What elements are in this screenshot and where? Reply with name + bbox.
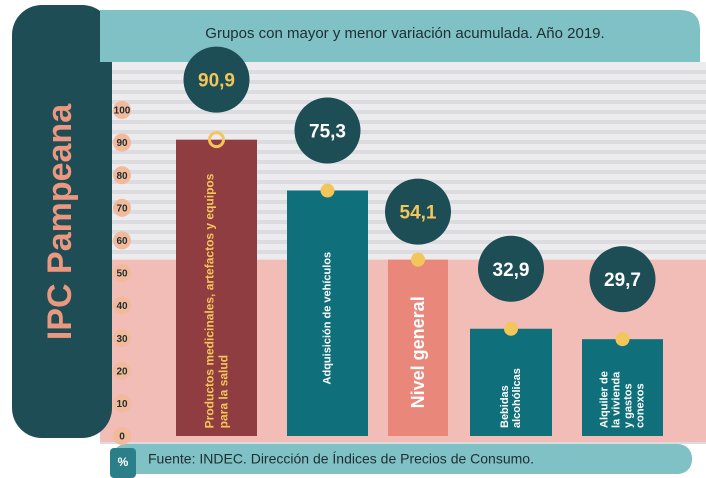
value-label: 90,9 <box>198 71 235 92</box>
value-badge <box>294 97 361 164</box>
tick-dot <box>113 166 131 185</box>
stripe <box>100 180 706 184</box>
y-tick-label: 40 <box>116 301 128 312</box>
y-tick-label: 80 <box>116 171 128 182</box>
value-badge <box>385 178 451 245</box>
value-badge <box>478 235 544 302</box>
bar <box>470 328 552 436</box>
tick-dot <box>113 198 131 217</box>
value-badge <box>183 46 250 113</box>
y-tick-label: 30 <box>116 334 128 345</box>
bar-dot <box>208 131 225 149</box>
stripe <box>100 140 706 144</box>
bar <box>582 339 663 436</box>
category-label: Adquisición de vehículos <box>321 250 334 384</box>
bar <box>287 190 368 436</box>
y-tick-label: 90 <box>116 138 128 149</box>
stripe <box>100 240 706 244</box>
category-label: Bebidas alcohólicas <box>499 368 523 428</box>
y-tick-label: 60 <box>116 236 128 247</box>
tick-dot <box>113 101 131 119</box>
tick-dot <box>113 231 131 250</box>
stripe <box>100 130 706 134</box>
stripe <box>100 250 706 254</box>
source-banner <box>112 444 692 474</box>
tick-dot <box>113 427 131 445</box>
y-tick-label: 0 <box>119 432 125 443</box>
y-tick-label: 10 <box>116 399 128 410</box>
y-tick-label: 50 <box>116 269 128 280</box>
side-title: IPC Pampeana <box>41 103 79 340</box>
bar-dot <box>504 321 518 336</box>
bar-dot <box>320 183 335 198</box>
stripe <box>100 70 706 74</box>
y-tick-label: 100 <box>114 106 131 117</box>
category-label: Productos medicinales, artefactos y equi… <box>202 173 231 428</box>
tick-dot <box>113 264 131 282</box>
stripe <box>100 110 706 114</box>
y-tick-label: 20 <box>116 366 128 377</box>
value-label: 29,7 <box>604 270 641 291</box>
value-label: 54,1 <box>400 203 437 224</box>
bar <box>388 259 448 436</box>
stripe <box>100 120 706 124</box>
stripe <box>100 90 706 94</box>
tick-dot <box>113 133 131 152</box>
y-tick-label: 70 <box>116 203 128 214</box>
bar-dot <box>615 332 630 347</box>
stripe <box>100 150 706 154</box>
bar <box>176 139 257 436</box>
source: Fuente: INDEC. Dirección de Índices de P… <box>148 451 534 467</box>
chart-title: Grupos con mayor y menor variación acumu… <box>205 25 604 42</box>
category-label: Alquiler de la vivienda y gastos conexos <box>598 371 647 428</box>
tick-dot <box>113 329 131 348</box>
value-label: 32,9 <box>493 260 530 281</box>
stripe <box>100 160 706 164</box>
side-panel <box>12 5 112 438</box>
unit-box <box>110 448 136 478</box>
y-axis-label: % <box>118 455 129 469</box>
value-label: 75,3 <box>309 122 346 143</box>
tick-dot <box>113 361 131 380</box>
category-label: Nivel general <box>408 295 428 408</box>
tick-dot <box>113 394 131 413</box>
stripe <box>100 100 706 104</box>
stripe <box>100 170 706 174</box>
tick-dot <box>113 296 131 315</box>
bar-dot <box>411 252 425 267</box>
title-banner <box>100 10 700 62</box>
value-badge <box>589 246 656 313</box>
stripe <box>100 80 706 84</box>
